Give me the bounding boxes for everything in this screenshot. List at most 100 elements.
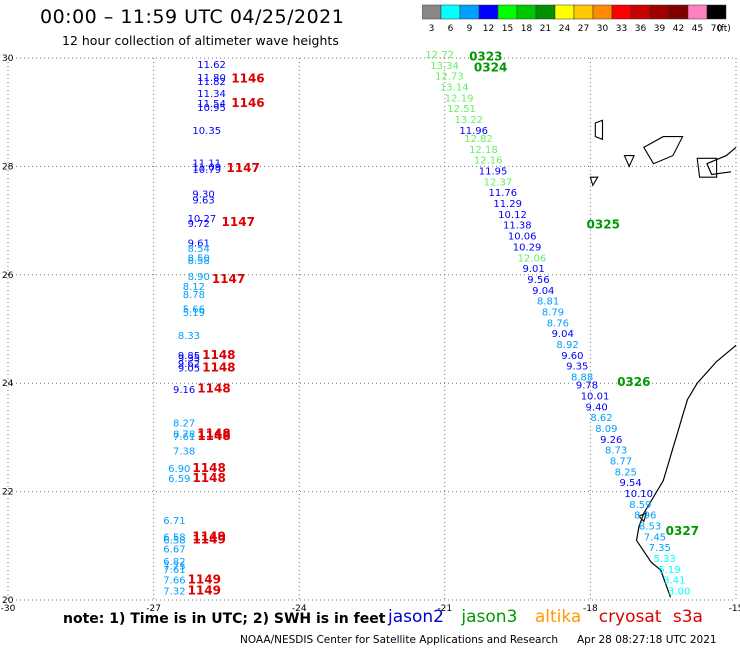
scale-label: 24 [559, 24, 571, 34]
wave-height-value: 9.04 [532, 286, 554, 297]
scale-swatch [611, 4, 632, 20]
pass-time-label: 0327 [666, 524, 699, 538]
scale-swatch [668, 4, 689, 20]
wave-height-value: 9.40 [586, 402, 608, 413]
wave-height-value: 8.96 [634, 511, 656, 522]
wave-height-value: 8.33 [178, 331, 200, 342]
wave-height-value: 13.34 [430, 61, 459, 72]
scale-swatch [478, 4, 499, 20]
wave-height-value: 11.54 [197, 99, 226, 110]
scale-swatch [497, 4, 518, 20]
wave-height-value: 8.54 [188, 244, 210, 255]
wave-height-value: 11.29 [493, 199, 522, 210]
wave-height-value: 12.19 [445, 93, 474, 104]
wave-height-value: 10.95 [197, 103, 226, 114]
wave-height-value: 3.41 [663, 576, 685, 587]
wave-height-value: 11.34 [197, 89, 226, 100]
wave-height-value: 7.38 [173, 447, 195, 458]
wave-height-value: 6.71 [163, 516, 185, 527]
wave-height-value: 13.14 [440, 83, 469, 94]
legend-s3a: s3a [672, 607, 703, 627]
wave-height-value: 8.90 [188, 272, 210, 283]
scale-label: 39 [654, 24, 666, 34]
wave-height-value: 10.27 [188, 214, 217, 225]
footer: NOAA/NESDIS Center for Satellite Applica… [240, 634, 717, 646]
pass-time-label: 0323 [469, 50, 502, 64]
island-outline [696, 157, 718, 178]
pass-time-label: 1149 [188, 573, 221, 587]
subtitle: 12 hour collection of altimeter wave hei… [62, 33, 339, 48]
island-outline [643, 136, 684, 165]
wave-height-value: 3.00 [668, 587, 690, 598]
wave-height-value: 10.10 [624, 489, 653, 500]
wave-height-value: 8.50 [188, 253, 210, 264]
wave-height-value: 11.62 [197, 60, 226, 71]
wave-height-value: 9.85 [178, 351, 200, 362]
wave-height-value: 12.72 [425, 50, 454, 61]
pass-time-label: 1147 [222, 215, 255, 229]
wave-height-value: 9.30 [192, 189, 214, 200]
page-title: 00:00 – 11:59 UTC 04/25/2021 [40, 6, 345, 28]
wave-height-value: 11.76 [488, 188, 517, 199]
scale-label: 27 [578, 24, 589, 34]
scale-label: 6 [448, 24, 454, 34]
wave-height-value: 8.12 [183, 282, 205, 293]
wave-height-value: 8.77 [610, 457, 632, 468]
scale-label: (ft) [717, 24, 731, 34]
pass-time-label: 1148 [202, 348, 235, 362]
island-outline [594, 119, 604, 141]
pass-time-label: 1148 [197, 426, 230, 440]
wave-height-value: 6.90 [168, 464, 190, 475]
wave-height-value: 12.16 [474, 156, 503, 167]
wave-height-value: 8.25 [615, 467, 637, 478]
wave-height-value: 9.05 [178, 363, 200, 374]
wave-height-value: 9.62 [178, 359, 200, 370]
footer-date: Apr 28 08:27:18 UTC 2021 [577, 634, 717, 646]
legend-cryosat: cryosat [598, 607, 662, 627]
y-tick-label: 24 [2, 379, 14, 389]
color-scale-legend: 3 6 9 12 15 18 21 24 27 30 33 36 39 42 45 70(ft) [422, 4, 731, 34]
wave-height-value: 7.45 [644, 532, 666, 543]
wave-height-value: 12.51 [447, 104, 476, 115]
wave-height-value: 8.53 [639, 522, 661, 533]
wave-height-value: 8.73 [605, 446, 627, 457]
wave-height-value: 6.67 [163, 544, 185, 555]
wave-height-value: 5.19 [658, 565, 680, 576]
wave-height-value: 8.78 [173, 429, 195, 440]
wave-height-value: 5.66 [183, 305, 205, 316]
wave-height-value: 11.95 [479, 167, 508, 178]
wave-height-value: 8.79 [542, 307, 564, 318]
y-tick-label: 20 [2, 596, 14, 606]
scale-swatch [592, 4, 613, 20]
pass-time-label: 1148 [202, 360, 235, 374]
scale-swatch [535, 4, 556, 20]
wave-height-value: 10.01 [581, 391, 610, 402]
wave-height-value: 12.73 [435, 72, 464, 83]
wave-height-value: 7.66 [163, 576, 185, 587]
wave-height-value: 8.62 [590, 413, 612, 424]
satellite-legend: jason2 jason3 altika cryosat s3a [388, 607, 715, 627]
wave-height-value: 11.11 [192, 158, 221, 169]
legend-jason3: jason3 [461, 607, 518, 627]
scale-label: 33 [616, 24, 627, 34]
pass-time-label: 1148 [192, 461, 225, 475]
scale-label: 70 [711, 24, 723, 34]
wave-height-value: 13.22 [455, 115, 484, 126]
scale-label: 45 [692, 24, 703, 34]
wave-height-value: 8.27 [173, 419, 195, 430]
wave-height-value: 9.16 [173, 385, 195, 396]
pass-time-label: 0326 [617, 375, 650, 389]
wave-height-value: 7.61 [163, 565, 185, 576]
wave-height-value: 8.81 [537, 297, 559, 308]
wave-height-value: 8.76 [547, 318, 569, 329]
scale-swatch [554, 4, 575, 20]
scale-label: 42 [673, 24, 684, 34]
scale-swatch [516, 4, 537, 20]
pass-time-label: 1148 [197, 429, 230, 443]
wave-height-value: 10.29 [513, 242, 542, 253]
pass-time-label: 1149 [192, 529, 225, 543]
pass-time-label: 0324 [474, 61, 507, 75]
wave-height-value: 6.82 [163, 557, 185, 568]
wave-height-value: 9.63 [192, 195, 214, 206]
wave-height-value: 9.26 [600, 435, 622, 446]
